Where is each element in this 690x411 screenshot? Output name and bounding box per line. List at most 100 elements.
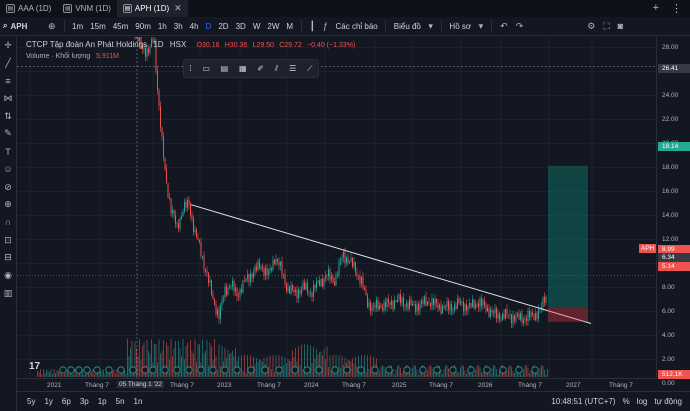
indicators-icon[interactable]: ƒ [322,21,328,31]
tab-aaa[interactable]: ▤ AAA (1D) [0,0,57,17]
volume-bar [446,365,448,377]
percent-toggle[interactable]: % [622,397,630,406]
layout-button[interactable]: Biểu đồ [393,21,421,31]
candle-body [521,313,523,323]
magnet-icon[interactable]: ∩ [4,217,12,228]
lock-drawings-icon[interactable]: ⊟ [4,252,12,263]
interval-1m[interactable]: 1m [72,21,84,31]
price-scale[interactable]: 28.0024.0022.0020.0018.0016.0014.0012.00… [639,37,690,387]
candle-body [344,251,346,264]
range-1d[interactable]: 1n [133,397,143,406]
auto-toggle[interactable]: tự động [654,397,682,406]
add-tab-icon[interactable]: + [652,2,659,14]
settings-icon[interactable]: ⚙ [587,20,596,31]
profile-button[interactable]: Hồ sơ [449,21,472,31]
volume-bar [56,369,58,377]
time-scale[interactable]: 2021 Tháng 7 05 Tháng 1 '22 Tháng 7 2023 Thán… [17,378,656,391]
volume-bar [44,372,46,377]
candle-body [316,281,317,289]
channel-icon[interactable]: ⫽ [274,63,279,73]
range-6m[interactable]: 6p [61,397,71,406]
interval-m[interactable]: M [286,21,294,31]
chart-pane[interactable]: 17 [17,37,656,378]
range-1y[interactable]: 1y [44,397,53,406]
callout-icon[interactable]: ▭ [202,64,210,73]
volume-bar [413,365,415,377]
volume-bar [143,342,145,377]
volume-bar [491,368,493,377]
volume-bar [254,364,256,377]
candle-body [370,302,371,312]
compare-icon[interactable]: ⊕ [48,20,56,31]
grid-tool-icon[interactable]: ▦ [238,64,247,73]
tab-aph[interactable]: ▤ APH (1D) ✕ [116,0,188,17]
range-5d[interactable]: 5n [115,397,125,406]
volume-legend: Volume · Khối lượng 5.911M [26,53,119,60]
undo-icon[interactable]: ↶ [500,20,508,31]
zoom-icon[interactable]: ⊕ [4,199,12,210]
candle-body [236,288,238,297]
pattern-icon[interactable]: ⋈ [3,93,13,104]
ruler-icon[interactable]: ⊘ [4,181,12,192]
note-icon[interactable]: ▤ [220,64,229,73]
camera-icon[interactable]: ◙ [617,21,624,31]
volume-bar [142,346,143,377]
fullscreen-icon[interactable]: ⛶ [603,20,610,31]
candle-body [154,40,155,43]
trash-icon[interactable]: ▥ [3,287,13,298]
volume-bar [473,374,475,377]
interval-15m[interactable]: 15m [90,21,106,31]
redo-icon[interactable]: ↷ [515,20,524,31]
candle-body [218,309,220,320]
line-icon[interactable]: ⟋ [307,63,313,73]
volume-bar [320,351,322,377]
indicators-button[interactable]: Các chỉ báo [335,21,378,31]
candle-body [187,199,188,208]
chevron-down-icon[interactable]: ▾ [428,20,433,31]
interval-1h[interactable]: 1h [157,21,167,31]
volume-bar [433,371,434,377]
drag-handle-icon[interactable]: ⁞ [189,64,192,73]
brush-icon[interactable]: ✎ [4,128,12,139]
candle-body [464,304,466,312]
symbol-search[interactable]: ⌕ APH [0,21,44,31]
candle-body [173,210,175,215]
clock[interactable]: 10:48:51 (UTC+7) [551,397,616,406]
close-tab-icon[interactable]: ✕ [174,3,182,13]
range-3m[interactable]: 3p [79,397,89,406]
range-1m[interactable]: 1p [97,397,107,406]
interval-2d[interactable]: 2D [218,21,229,31]
interval-45m[interactable]: 45m [112,21,129,31]
trendline-icon[interactable]: ╱ [5,57,11,68]
prediction-icon[interactable]: ⇅ [4,110,12,121]
eye-icon[interactable]: ◉ [4,269,12,280]
log-toggle[interactable]: log [636,397,648,406]
interval-2w[interactable]: 2W [267,21,280,31]
interval-90m[interactable]: 90m [135,21,151,31]
tab-vnm[interactable]: ▤ VNM (1D) [57,0,117,17]
lock-icon[interactable]: ⊡ [4,234,12,245]
range-5y[interactable]: 5y [27,397,36,406]
volume-bar [425,373,427,377]
interval-w[interactable]: W [252,21,261,31]
interval-3d[interactable]: 3D [235,21,246,31]
crosshair-icon[interactable]: ✛ [4,40,12,50]
interval-4h[interactable]: 4h [189,21,199,31]
more-icon[interactable]: ⋮ [671,3,682,15]
volume-bar [497,374,499,377]
emoji-icon[interactable]: ☺ [3,164,13,175]
pen-icon[interactable]: ✐ [257,64,264,73]
volume-bar [136,348,137,377]
hline-icon[interactable]: ☰ [289,64,297,73]
candles-icon[interactable]: ┃ [309,20,315,31]
chevron-down-icon[interactable]: ▾ [478,20,484,31]
volume-bar [203,353,205,377]
volume-bar [398,365,400,377]
candle-body [542,297,544,307]
candle-body [386,299,388,308]
interval-3h[interactable]: 3h [173,21,183,31]
volume-bar [166,342,167,377]
fib-icon[interactable]: ≡ [5,75,11,86]
interval-d[interactable]: D [205,21,212,31]
text-icon[interactable]: T [5,146,11,157]
